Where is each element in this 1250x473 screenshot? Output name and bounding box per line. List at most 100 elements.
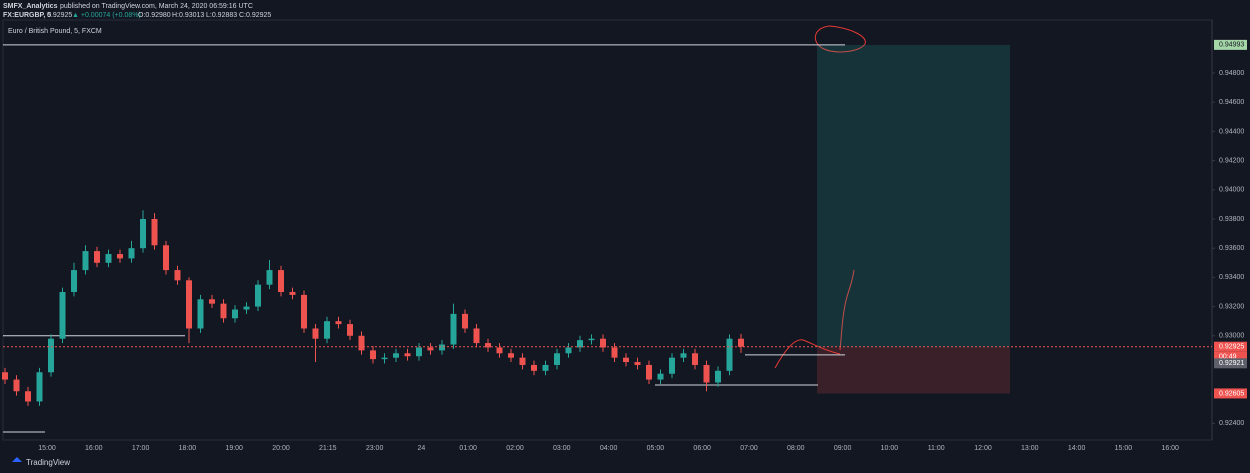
logo	[12, 457, 22, 462]
candle-body	[232, 309, 238, 319]
x-tick-label: 04:00	[600, 445, 618, 452]
symbol: FX:EURGBP, 5	[3, 12, 51, 19]
candle-body	[243, 306, 250, 310]
candle-body	[25, 391, 31, 402]
candle-body	[151, 219, 158, 246]
stop-label-box	[1214, 388, 1247, 399]
x-tick-label: 03:00	[553, 445, 571, 452]
y-tick-label: 0.92400	[1219, 420, 1244, 427]
candle-body	[416, 347, 422, 357]
countdown-box	[1214, 351, 1247, 362]
candle-body	[174, 270, 181, 281]
candle-body	[324, 321, 330, 339]
x-tick-label: 12:00	[974, 445, 992, 452]
candle-body	[680, 353, 687, 358]
candle-body	[669, 357, 675, 374]
candle-body	[2, 372, 8, 380]
candle-body	[726, 338, 733, 371]
change: ▲ +0.00074 (+0.08%)	[72, 12, 141, 19]
x-tick-label: 16:00	[85, 445, 103, 452]
candle-body	[715, 370, 721, 383]
candle-body	[692, 353, 698, 365]
entry-label: 0.92921	[1219, 360, 1244, 367]
drawing	[814, 25, 866, 53]
candle-body	[94, 251, 100, 263]
last-price: 0.92925	[47, 12, 72, 19]
candle-body	[381, 357, 388, 360]
candle-body	[105, 254, 112, 263]
candle-body	[588, 338, 595, 341]
x-tick-label: 15:00	[38, 445, 56, 452]
candle-body	[197, 299, 204, 329]
candle-body	[278, 270, 284, 292]
x-tick-label: 10:00	[881, 445, 899, 452]
candle-body	[577, 340, 583, 348]
ohlc-close: C:0.92925	[239, 12, 271, 19]
y-tick-label: 0.93400	[1219, 274, 1244, 281]
y-tick-label: 0.94600	[1219, 99, 1244, 106]
ohlc-open: O:0.92980	[138, 12, 171, 19]
candle-body	[36, 372, 43, 402]
candle-body	[209, 299, 215, 304]
y-tick-label: 0.94800	[1219, 70, 1244, 77]
candle-body	[140, 219, 146, 249]
candle-body	[404, 353, 411, 357]
candle-body	[519, 357, 526, 365]
candle-body	[393, 353, 399, 358]
candle-body	[473, 328, 480, 344]
x-tick-label: 20:00	[272, 445, 290, 452]
x-tick-label: 23:00	[366, 445, 384, 452]
x-tick-label: 05:00	[647, 445, 665, 452]
x-tick-label: 06:00	[693, 445, 711, 452]
candle-body	[462, 313, 468, 329]
target-zone	[817, 44, 1010, 348]
candle-body	[347, 324, 353, 336]
y-tick-label: 0.93600	[1219, 245, 1244, 252]
y-tick-label: 0.94200	[1219, 157, 1244, 164]
candle-body	[542, 364, 549, 371]
candle-body	[289, 291, 296, 295]
candle-body	[370, 350, 376, 360]
y-tick-label: 0.94400	[1219, 128, 1244, 135]
x-tick-label: 19:00	[225, 445, 243, 452]
candle-body	[600, 338, 606, 348]
drawing	[774, 339, 841, 369]
stop-label: 0.92605	[1219, 390, 1244, 397]
candle-body	[703, 364, 710, 383]
candle-body	[186, 280, 192, 329]
candle-body	[623, 357, 629, 363]
x-tick-label: 09:00	[834, 445, 852, 452]
x-tick-label: 02:00	[506, 445, 524, 452]
candle-body	[335, 321, 342, 325]
chart-title: Euro / British Pound, 5, FXCM	[8, 28, 102, 35]
candle-body	[13, 379, 20, 392]
candle-body	[255, 284, 261, 307]
candle-body	[427, 347, 434, 351]
stop-zone	[817, 347, 1010, 394]
candle-body	[738, 338, 744, 347]
published: published on TradingView.com, March 24, …	[60, 3, 253, 10]
candle-body	[48, 338, 54, 373]
candle-body	[657, 373, 664, 380]
candle-body	[611, 347, 618, 358]
x-tick-label: 18:00	[179, 445, 197, 452]
x-tick-label: 21:15	[319, 445, 337, 452]
candle-body	[128, 248, 135, 259]
candle-body	[301, 294, 307, 329]
ohlc-high: H:0.93013	[172, 12, 204, 19]
countdown: 00:49	[1219, 354, 1237, 361]
candle-body	[646, 364, 652, 380]
x-tick-label: 11:00	[928, 445, 945, 452]
last-price-label-box	[1214, 341, 1247, 352]
candle-body	[266, 270, 273, 285]
candle-body	[312, 328, 319, 339]
y-tick-label: 0.93000	[1219, 333, 1244, 340]
x-tick-label: 14:00	[1068, 445, 1086, 452]
candle-body	[554, 353, 560, 365]
author: SMFX_Analytics	[3, 3, 58, 10]
candle-body	[220, 303, 227, 319]
target-label: 0.94993	[1219, 42, 1244, 49]
x-tick-label: 16:00	[1161, 445, 1179, 452]
